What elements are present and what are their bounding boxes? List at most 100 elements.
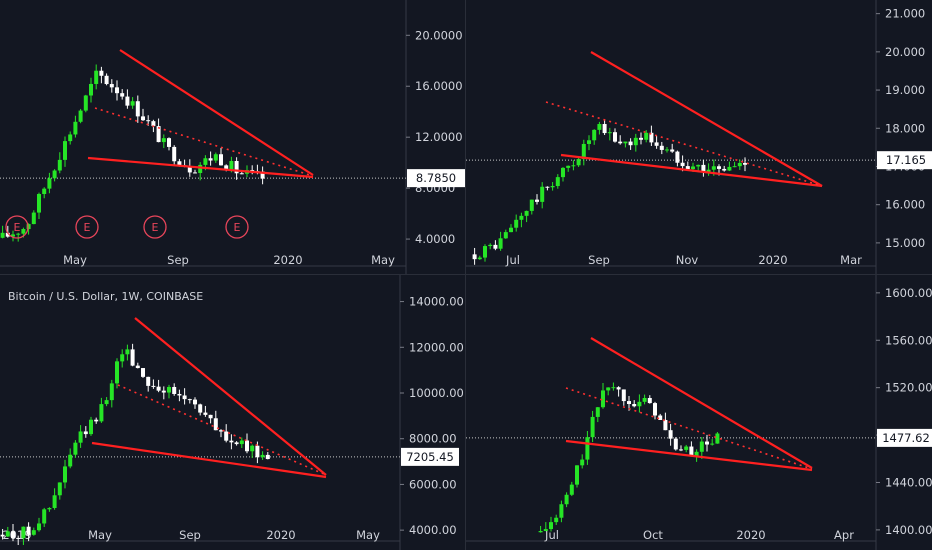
- y-tick-label: 16.0000: [415, 79, 463, 93]
- midline-dotted: [565, 387, 813, 470]
- candle-body: [109, 383, 114, 401]
- candle-body: [524, 210, 529, 216]
- x-tick-label: Sep: [588, 253, 610, 267]
- candle-body: [696, 164, 701, 167]
- y-tick-label: 1400.00: [885, 523, 932, 537]
- candle-body: [219, 430, 223, 432]
- candle-body: [31, 212, 36, 225]
- y-tick-label: 4.0000: [415, 232, 455, 246]
- candle-body: [529, 199, 534, 211]
- candle-body: [611, 387, 616, 389]
- candle-body: [198, 404, 203, 413]
- candle-body: [213, 154, 218, 161]
- current-price-badge: [401, 447, 459, 466]
- candle-body: [580, 459, 585, 466]
- candle-body: [31, 530, 36, 535]
- candle-body: [509, 227, 513, 233]
- candle-body: [156, 386, 161, 391]
- candle-body: [260, 454, 265, 458]
- candle-body: [628, 141, 633, 146]
- candle-body: [0, 534, 5, 537]
- candle-body: [21, 526, 26, 539]
- y-tick-label: 20.000: [885, 45, 925, 59]
- lower-trendline: [91, 441, 327, 479]
- candle-body: [104, 75, 109, 85]
- candle-body: [585, 437, 590, 460]
- candle-body: [705, 441, 709, 445]
- candle-body: [234, 442, 239, 445]
- candle-body: [250, 445, 255, 452]
- candle-body: [146, 376, 151, 386]
- midline-dotted: [545, 101, 823, 187]
- candle-body: [37, 194, 41, 213]
- candle-body: [109, 84, 114, 88]
- candle-body: [130, 101, 135, 106]
- chart-panel-bottom-left[interactable]: 14000.00 12000.00 10000.00 8000.00 6000.00 40…: [0, 275, 466, 550]
- x-tick-label: Sep: [179, 528, 201, 542]
- candle-body: [659, 145, 664, 150]
- candle-body: [141, 368, 145, 377]
- candle-body: [623, 141, 628, 144]
- candle-body: [16, 537, 21, 539]
- upper-trendline: [590, 51, 823, 187]
- y-tick-label: 20.0000: [415, 28, 463, 42]
- candle-body: [78, 110, 83, 122]
- candle-body: [47, 178, 52, 189]
- x-tick-label: 2020: [736, 528, 765, 542]
- earnings-marker-label: E: [152, 221, 159, 234]
- candle-body: [637, 401, 642, 407]
- candle-body: [73, 121, 78, 135]
- candle-body: [477, 257, 482, 260]
- candle-body: [11, 531, 15, 538]
- earnings-marker: [225, 215, 249, 239]
- y-tick-label: 18.000: [885, 121, 925, 135]
- candle-body: [644, 132, 649, 140]
- candle-body: [265, 454, 270, 460]
- chart-panel-bottom-right[interactable]: 1600.001560.001520.001480.001440.001400.…: [466, 275, 932, 550]
- candle-body: [519, 215, 524, 220]
- current-price-label: 17.165: [886, 153, 926, 167]
- candle-body: [668, 430, 673, 439]
- current-price-badge: [877, 428, 932, 447]
- y-tick-label: 12000.00: [409, 340, 464, 354]
- candle-body: [151, 121, 156, 127]
- lower-trendline: [560, 153, 823, 188]
- candle-body: [187, 399, 192, 401]
- earnings-marker: [143, 215, 167, 239]
- y-tick-label: 1560.00: [885, 333, 932, 347]
- candle-body: [172, 146, 177, 162]
- candle-body: [472, 254, 477, 260]
- current-price-badge: [407, 169, 465, 188]
- candle-body: [673, 438, 678, 450]
- candle-body: [161, 138, 166, 143]
- candle-body: [663, 419, 668, 431]
- chart-panel-top-right[interactable]: 21.00020.00019.00018.00017.00016.00015.0…: [466, 0, 932, 275]
- candle-body: [182, 395, 187, 400]
- candle-body: [627, 401, 631, 405]
- candle-body: [743, 162, 747, 165]
- candle-body: [595, 407, 600, 417]
- candle-body: [559, 504, 564, 518]
- midline-dotted: [117, 384, 327, 476]
- y-tick-label: 21.000: [885, 7, 925, 21]
- candle-body: [566, 165, 571, 168]
- candle-body: [167, 138, 171, 147]
- candle-body: [203, 158, 208, 165]
- candle-body: [540, 186, 545, 202]
- candle-body: [488, 244, 493, 247]
- candle-body: [135, 365, 140, 369]
- candle-body: [633, 137, 638, 146]
- x-tick-label: Mar: [840, 253, 862, 267]
- candle-body: [543, 529, 548, 532]
- candle-body: [239, 173, 244, 175]
- candle-body: [224, 431, 229, 441]
- candle-body: [63, 466, 67, 483]
- current-price-label: 8.7850: [416, 171, 456, 185]
- candle-body: [483, 246, 487, 258]
- earnings-marker-label: E: [234, 221, 241, 234]
- x-tick-label: May: [356, 528, 380, 542]
- current-price-label: 7205.45: [406, 450, 454, 464]
- candle-body: [576, 159, 581, 166]
- x-tick-label: 2020: [758, 253, 787, 267]
